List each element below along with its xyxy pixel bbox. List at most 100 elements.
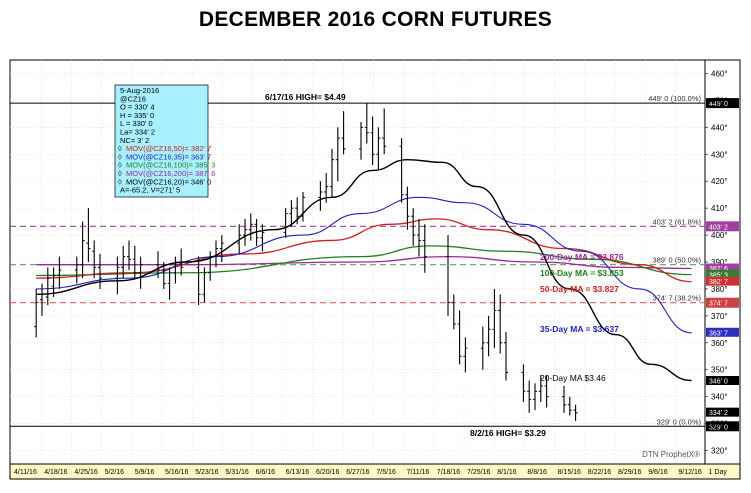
legend-entry: @CZ16	[120, 94, 146, 103]
price-tag-bg	[706, 376, 739, 386]
x-tick-label: 5/2/16	[105, 469, 125, 476]
price-tag-bg	[706, 263, 739, 273]
legend-entry: O = 330' 4	[120, 103, 155, 112]
y-tick-label: 370°	[711, 312, 728, 321]
x-tick-label: 5/31/16	[225, 469, 248, 476]
legend-entry: MOV(@CZ16,35)= 363' 7	[126, 152, 211, 161]
y-tick-label: 380°	[711, 285, 728, 294]
y-tick-label: 350°	[711, 366, 728, 375]
price-tag: 363' 7	[709, 330, 728, 337]
annotation: 6/17/16 HIGH= $4.49	[265, 92, 346, 102]
x-tick-label: 1 Day	[709, 469, 728, 476]
legend-entry: MOV(@CZ16,50)= 382' 7	[126, 144, 211, 153]
legend-entry: La= 334' 2	[120, 128, 155, 137]
annotation: 35-Day MA = $3.637	[540, 324, 619, 334]
watermark: DTN ProphetX®	[642, 450, 700, 459]
price-tag-bg	[706, 327, 739, 337]
x-tick-label: 5/9/16	[135, 469, 155, 476]
price-tag: 387' 6	[709, 266, 728, 273]
level-label-fib50: 389' 0 (50.0%)	[652, 256, 701, 265]
x-tick-label: 8/15/16	[558, 469, 581, 476]
price-tag-bg	[706, 276, 739, 286]
legend-entry: A=-65.2, V=271' 5	[120, 186, 180, 195]
price-tag: 346' 0	[709, 379, 728, 386]
level-tag-high: 449' 0	[709, 101, 728, 108]
x-tick-label: 4/25/16	[74, 469, 97, 476]
price-tag-bg	[706, 407, 739, 417]
y-tick-label: 450°	[711, 96, 728, 105]
y-tick-label: 460°	[711, 69, 728, 78]
x-tick-label: 9/6/16	[648, 469, 668, 476]
price-tag-bg	[706, 269, 739, 279]
level-tag-fib382: 374' 7	[709, 301, 728, 308]
level-label-fib618: 403' 2 (61.8%)	[652, 217, 701, 226]
level-tag-fib618: 403' 2	[709, 224, 728, 231]
x-tick-label: 7/25/16	[467, 469, 490, 476]
y-tick-label: 330°	[711, 420, 728, 429]
annotation: 50-Day MA = $3.827	[540, 284, 619, 294]
price-bars	[34, 103, 578, 421]
x-tick-label: 6/27/16	[346, 469, 369, 476]
ma200-line	[36, 255, 692, 270]
x-tick-label: 7/5/16	[376, 469, 396, 476]
legend-entry: H = 335' 0	[120, 111, 154, 120]
ma20-line	[36, 158, 692, 382]
y-tick-label: 420°	[711, 177, 728, 186]
chart-title: DECEMBER 2016 CORN FUTURES	[198, 8, 553, 31]
annotation: 100-Day MA = $3.853	[540, 268, 624, 278]
price-tag: 382' 7	[709, 279, 728, 286]
annotation: 20-Day MA $3.46	[540, 373, 606, 383]
y-tick-label: 410°	[711, 204, 728, 213]
legend-entry: MOV(@CZ16,20)= 346' 0	[126, 177, 211, 186]
level-tag-bg-fib618	[706, 221, 739, 232]
x-tick-label: 4/18/16	[44, 469, 67, 476]
x-tick-label: 6/6/16	[256, 469, 276, 476]
x-tick-label: 8/22/16	[588, 469, 611, 476]
legend-marker: ◊	[118, 169, 122, 178]
date-axis-panel	[9, 463, 741, 480]
y-tick-label: 320°	[711, 447, 728, 456]
level-tag-bg-high	[706, 98, 739, 109]
level-label-high: 449' 0 (100.0%)	[648, 94, 701, 103]
x-tick-label: 6/20/16	[316, 469, 339, 476]
x-tick-label: 7/18/16	[437, 469, 460, 476]
level-label-fib0: 329' 0 (0.0%)	[657, 417, 702, 426]
legend-entry: MOV(@CZ16,200)= 387' 6	[126, 169, 215, 178]
x-tick-label: 8/8/16	[527, 469, 547, 476]
x-tick-label: 4/11/16	[14, 469, 37, 476]
legend-marker: ◊	[118, 161, 122, 170]
x-axis-labels: 4/11/16 4/18/16 4/25/16 5/2/16 5/9/16 5/16/16…	[14, 469, 727, 476]
legend-box	[114, 84, 209, 198]
price-tag: 385' 3	[709, 272, 728, 279]
legend-marker: ◊	[118, 152, 122, 161]
y-tick-label: 340°	[711, 393, 728, 402]
legend-entry: L = 330' 0	[120, 119, 153, 128]
x-tick-label: 6/13/16	[286, 469, 309, 476]
y-tick-label: 430°	[711, 150, 728, 159]
level-tag-bg-fib0	[706, 421, 739, 432]
x-tick-label: 8/29/16	[618, 469, 641, 476]
annotation: 8/2/16 HIGH= $3.29	[470, 428, 546, 438]
annotations: 6/17/16 HIGH= $4.49 200-Day MA = $3.876 10…	[265, 92, 624, 438]
annotation: 200-Day MA = $3.876	[540, 252, 624, 262]
legend-entry: MOV(@CZ16,100)= 385' 3	[126, 161, 215, 170]
x-tick-label: 5/16/16	[165, 469, 188, 476]
level-tag-fib0: 329' 0	[709, 424, 728, 431]
x-tick-label: 9/12/16	[678, 469, 701, 476]
legend-marker: ◊	[118, 144, 122, 153]
y-axis-labels: 320° 330° 340° 350° 360° 370° 380° 390° 400° 410°…	[711, 69, 728, 455]
y-tick-label: 440°	[711, 123, 728, 132]
legend-marker: ◊	[118, 177, 122, 186]
x-tick-label: 8/1/16	[497, 469, 517, 476]
x-tick-label: 5/23/16	[195, 469, 218, 476]
x-tick-label: 7/11/16	[407, 469, 430, 476]
price-tag: 334' 2	[709, 410, 728, 417]
y-tick-label: 390°	[711, 258, 728, 267]
y-tick-label: 400°	[711, 231, 728, 240]
legend-entry: 5-Aug-2016	[120, 86, 159, 95]
level-label-fib382: 374' 7 (38.2%)	[652, 294, 701, 303]
legend-entry: NC= 3' 2	[120, 136, 149, 145]
